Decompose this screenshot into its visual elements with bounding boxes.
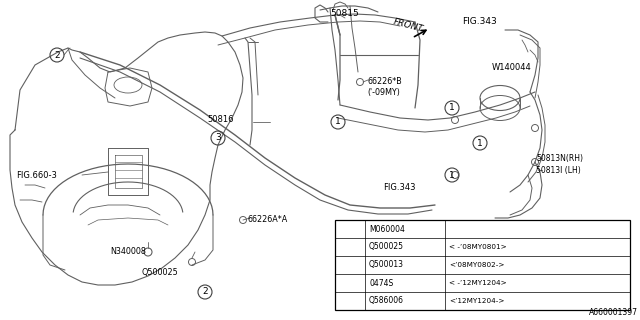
Bar <box>335 220 630 310</box>
Text: ('-09MY): ('-09MY) <box>367 89 400 98</box>
Text: <’12MY1204->: <’12MY1204-> <box>449 298 504 304</box>
Text: 2: 2 <box>348 252 353 260</box>
Text: 1: 1 <box>449 171 455 180</box>
Text: FIG.343: FIG.343 <box>462 18 497 27</box>
Text: A660001397: A660001397 <box>589 308 638 317</box>
Text: 1: 1 <box>477 139 483 148</box>
Text: 2: 2 <box>54 51 60 60</box>
Text: 3: 3 <box>215 133 221 142</box>
Text: Q586006: Q586006 <box>369 297 404 306</box>
Text: < -’12MY1204>: < -’12MY1204> <box>449 280 507 286</box>
Text: W140044: W140044 <box>492 63 532 73</box>
Text: Q500025: Q500025 <box>369 243 404 252</box>
Text: <’08MY0802->: <’08MY0802-> <box>449 262 504 268</box>
Text: 66226A*A: 66226A*A <box>248 215 288 225</box>
Text: 1: 1 <box>348 225 353 234</box>
Text: 66226*B: 66226*B <box>367 77 402 86</box>
Text: < -’08MY0801>: < -’08MY0801> <box>449 244 507 250</box>
Text: Q500013: Q500013 <box>369 260 404 269</box>
Text: 0474S: 0474S <box>369 278 393 287</box>
Text: 1: 1 <box>335 117 341 126</box>
Text: 2: 2 <box>202 287 208 297</box>
Text: FIG.343: FIG.343 <box>383 183 415 193</box>
Text: Q500025: Q500025 <box>142 268 179 276</box>
Text: 50813N(RH): 50813N(RH) <box>536 154 583 163</box>
Text: 1: 1 <box>449 103 455 113</box>
Text: N340008: N340008 <box>110 247 146 257</box>
Text: FIG.660-3: FIG.660-3 <box>16 172 57 180</box>
Text: 50815: 50815 <box>330 10 359 19</box>
Text: 50813I (LH): 50813I (LH) <box>536 165 580 174</box>
Text: M060004: M060004 <box>369 225 405 234</box>
Text: FRONT: FRONT <box>392 17 424 34</box>
Text: 3: 3 <box>348 287 353 297</box>
Text: 50816: 50816 <box>207 116 234 124</box>
